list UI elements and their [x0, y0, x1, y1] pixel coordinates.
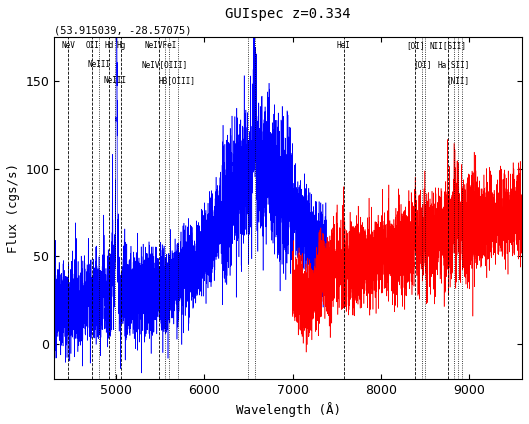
Text: Hd: Hd — [104, 41, 114, 50]
Text: NeIV[OIII]: NeIV[OIII] — [142, 60, 188, 69]
Text: HeI: HeI — [337, 41, 351, 50]
Text: HB[OIII]: HB[OIII] — [158, 75, 195, 85]
Text: Ha[SII]: Ha[SII] — [438, 60, 470, 69]
Text: NeV: NeV — [61, 41, 75, 50]
Text: OII: OII — [85, 41, 99, 50]
Text: [OI]: [OI] — [413, 60, 432, 69]
Text: Hg: Hg — [116, 41, 125, 50]
Text: (53.915039, -28.57075): (53.915039, -28.57075) — [54, 25, 191, 36]
Y-axis label: Flux (cgs/s): Flux (cgs/s) — [7, 163, 20, 253]
Title: GUIspec z=0.334: GUIspec z=0.334 — [225, 7, 351, 21]
Text: [OI]: [OI] — [406, 41, 424, 50]
Text: NII[SII]: NII[SII] — [430, 41, 467, 50]
Text: NeIII: NeIII — [103, 75, 126, 85]
X-axis label: Wavelength (Å): Wavelength (Å) — [235, 402, 341, 417]
Text: NeIVFeI: NeIVFeI — [145, 41, 177, 50]
Text: [NII]: [NII] — [446, 75, 469, 85]
Text: NeIII: NeIII — [88, 60, 111, 69]
